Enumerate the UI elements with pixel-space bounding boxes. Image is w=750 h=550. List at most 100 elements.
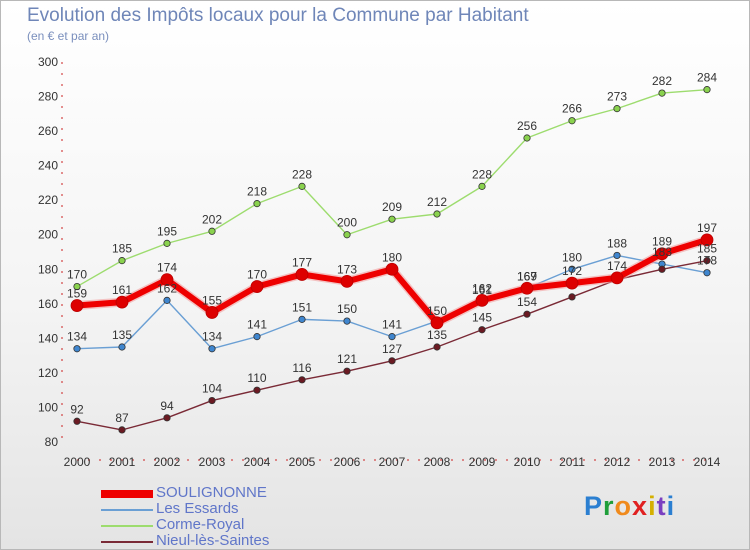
series-point xyxy=(205,306,219,319)
series-point xyxy=(703,257,711,265)
series-point xyxy=(253,386,261,394)
data-label: 92 xyxy=(70,402,84,416)
data-label: 94 xyxy=(160,399,174,413)
series-point xyxy=(208,227,216,235)
logo-letter: o xyxy=(614,491,633,521)
series-point xyxy=(163,239,171,247)
series-point xyxy=(703,269,711,277)
data-label: 195 xyxy=(157,224,177,238)
data-label: 170 xyxy=(67,268,87,282)
series-point xyxy=(565,276,579,290)
series-point xyxy=(658,265,666,273)
data-label: 178 xyxy=(697,254,717,268)
y-tick-label: 300 xyxy=(38,55,58,69)
y-tick-label: 140 xyxy=(38,331,58,345)
x-tick-label: 2003 xyxy=(199,455,226,469)
data-label: 172 xyxy=(562,264,582,278)
value-labels: 170 185 195 202 218 228 200 209 212 228 256 266 273 2… xyxy=(67,71,717,425)
logo-letter: x xyxy=(632,491,649,521)
series-point xyxy=(250,280,264,293)
data-label: 170 xyxy=(247,268,267,282)
series-point xyxy=(163,296,171,304)
data-label: 87 xyxy=(115,411,129,425)
data-label: 212 xyxy=(427,195,447,209)
legend-swatch xyxy=(101,541,153,543)
series-point xyxy=(298,376,306,384)
x-tick-label: 2014 xyxy=(694,455,721,469)
series-layer xyxy=(70,86,714,434)
series-point xyxy=(70,299,84,312)
data-label: 180 xyxy=(382,250,402,264)
data-label: 167 xyxy=(517,269,537,283)
logo-letter: i xyxy=(666,491,676,521)
logo-letter: i xyxy=(648,491,657,521)
series-point xyxy=(160,273,174,287)
data-label: 185 xyxy=(112,242,132,256)
x-tick-label: 2004 xyxy=(244,455,271,469)
series-point xyxy=(298,182,306,190)
data-label: 161 xyxy=(472,283,492,297)
series-point xyxy=(253,200,261,208)
data-label: 197 xyxy=(697,221,717,235)
data-label: 161 xyxy=(112,283,132,297)
data-label: 202 xyxy=(202,212,222,226)
data-label: 150 xyxy=(427,304,447,318)
series-point xyxy=(388,333,396,341)
legend-swatch xyxy=(101,490,153,498)
legend-label: Les Essards xyxy=(156,500,239,517)
data-label: 110 xyxy=(247,371,266,385)
series-point xyxy=(163,414,171,422)
x-tick-label: 2013 xyxy=(649,455,676,469)
series-point xyxy=(655,247,669,261)
data-label: 151 xyxy=(292,300,312,314)
x-tick-label: 2007 xyxy=(379,455,406,469)
series-point xyxy=(208,396,216,405)
data-label: 135 xyxy=(427,328,447,342)
data-label: 162 xyxy=(157,281,177,295)
y-tick-label: 220 xyxy=(38,193,58,207)
series-point xyxy=(433,210,441,218)
data-label: 174 xyxy=(607,259,627,273)
series-point xyxy=(295,268,309,281)
x-tick-label: 2009 xyxy=(469,455,496,469)
data-label: 177 xyxy=(292,255,312,269)
y-tick-label: 80 xyxy=(45,435,59,449)
series-point xyxy=(343,231,351,239)
logo-letter: r xyxy=(603,491,615,521)
data-label: 150 xyxy=(337,302,357,316)
data-label: 209 xyxy=(382,200,402,214)
series-point xyxy=(523,310,531,318)
legend-label: Corme-Royal xyxy=(156,516,245,533)
data-label: 134 xyxy=(202,330,222,344)
data-label: 116 xyxy=(292,361,311,375)
x-tick-label: 2002 xyxy=(154,455,181,469)
series-point xyxy=(385,262,399,276)
y-tick-label: 260 xyxy=(38,124,58,138)
series-point xyxy=(520,281,534,295)
series-point xyxy=(478,326,486,334)
series-point xyxy=(340,274,354,288)
y-tick-label: 200 xyxy=(38,228,58,242)
x-tick-label: 2011 xyxy=(559,455,585,469)
series-point xyxy=(613,251,621,260)
legend-swatch xyxy=(101,509,153,511)
series-point xyxy=(388,215,396,223)
data-label: 155 xyxy=(202,293,222,307)
y-tick-label: 180 xyxy=(38,262,58,276)
data-label: 121 xyxy=(337,352,357,366)
y-tick-label: 120 xyxy=(38,366,58,380)
logo-letter: t xyxy=(656,491,667,521)
data-label: 159 xyxy=(67,287,87,301)
series-point xyxy=(388,357,396,365)
series-point xyxy=(208,345,216,353)
series-point xyxy=(703,86,711,94)
series-point xyxy=(568,117,576,125)
x-tick-label: 2000 xyxy=(64,455,91,469)
data-label: 273 xyxy=(607,90,627,104)
data-label: 218 xyxy=(247,185,267,199)
series-point xyxy=(700,233,714,247)
series-point xyxy=(73,282,81,291)
data-label: 135 xyxy=(112,328,132,342)
series-point xyxy=(118,343,126,351)
